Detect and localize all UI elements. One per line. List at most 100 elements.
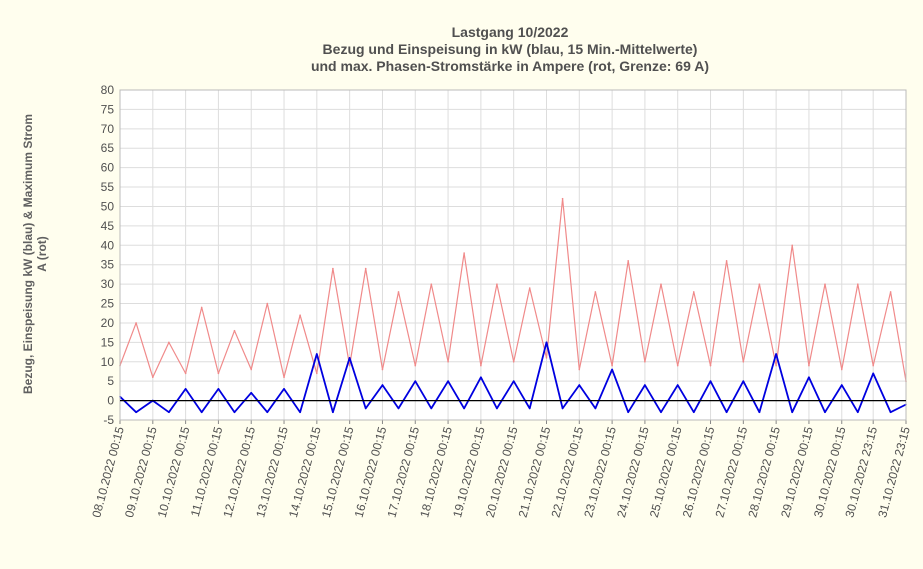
data-point-current bbox=[545, 357, 548, 359]
data-point-power bbox=[824, 411, 826, 414]
data-point-current bbox=[627, 260, 629, 262]
data-point-power bbox=[545, 341, 548, 344]
data-point-power bbox=[217, 388, 220, 390]
data-point-current bbox=[496, 283, 498, 285]
data-point-power bbox=[889, 411, 892, 414]
data-point-current bbox=[283, 376, 285, 379]
data-point-current bbox=[299, 314, 301, 316]
data-point-power bbox=[364, 407, 367, 410]
chart-title-line-2: Bezug und Einspeisung in kW (blau, 15 Mi… bbox=[322, 41, 698, 57]
x-tick-label: 11.10.2022 00:15 bbox=[188, 425, 226, 518]
data-point-current bbox=[364, 267, 367, 270]
y-tick-label: 15 bbox=[101, 335, 115, 349]
data-point-power bbox=[758, 411, 761, 414]
data-point-current bbox=[775, 364, 777, 367]
y-tick-label: 80 bbox=[101, 83, 115, 97]
data-point-current bbox=[200, 306, 203, 309]
data-point-current bbox=[397, 291, 400, 293]
data-point-current bbox=[528, 287, 531, 289]
data-point-power bbox=[775, 353, 777, 355]
data-point-current bbox=[233, 329, 236, 332]
data-point-current bbox=[152, 376, 154, 379]
x-tick-label: 26.10.2022 00:15 bbox=[680, 425, 718, 519]
data-point-current bbox=[872, 364, 874, 367]
x-tick-label: 13.10.2022 00:15 bbox=[253, 425, 291, 519]
data-point-current bbox=[889, 291, 892, 293]
data-point-current bbox=[594, 291, 597, 293]
data-point-current bbox=[840, 368, 843, 371]
y-tick-label: 55 bbox=[101, 180, 115, 194]
data-point-power bbox=[857, 411, 859, 414]
x-tick-label: 31.10.2022 23:15 bbox=[875, 425, 913, 519]
data-point-current bbox=[332, 267, 334, 270]
x-tick-label: 30.10.2022 00:15 bbox=[811, 425, 849, 519]
data-point-power bbox=[594, 407, 597, 410]
data-point-power bbox=[200, 411, 203, 414]
x-tick-label: 25.10.2022 00:15 bbox=[647, 425, 685, 519]
data-point-power bbox=[299, 411, 301, 414]
data-point-power bbox=[414, 380, 417, 382]
data-point-power bbox=[283, 388, 285, 390]
x-tick-label: 18.10.2022 00:15 bbox=[417, 425, 455, 519]
x-tick-label: 08.10.2022 00:15 bbox=[89, 425, 127, 519]
data-point-power bbox=[480, 376, 482, 379]
data-point-power bbox=[447, 380, 449, 382]
chart-title-line-1: Lastgang 10/2022 bbox=[451, 24, 569, 40]
plot-area-background bbox=[120, 90, 906, 420]
x-tick-label: 23.10.2022 00:15 bbox=[581, 425, 619, 519]
data-point-power bbox=[808, 376, 810, 379]
data-point-current bbox=[463, 252, 465, 254]
data-point-power bbox=[250, 392, 253, 394]
x-tick-label: 29.10.2022 00:15 bbox=[778, 425, 816, 519]
y-tick-label: 5 bbox=[107, 374, 114, 388]
data-point-power bbox=[332, 411, 334, 414]
data-point-current bbox=[250, 368, 253, 371]
data-point-power bbox=[725, 411, 728, 414]
x-tick-label: 24.10.2022 00:15 bbox=[614, 425, 652, 519]
data-point-power bbox=[397, 407, 400, 410]
x-tick-label: 30.10.2022 23:15 bbox=[842, 425, 880, 519]
data-point-power bbox=[266, 411, 269, 414]
data-point-power bbox=[644, 384, 646, 386]
y-tick-label: 45 bbox=[101, 219, 115, 233]
y-tick-label: 10 bbox=[101, 355, 115, 369]
y-tick-label: 35 bbox=[101, 258, 115, 272]
x-tick-label: 21.10.2022 00:15 bbox=[516, 425, 554, 519]
data-point-current bbox=[217, 372, 220, 375]
y-tick-label: 20 bbox=[101, 316, 115, 330]
x-tick-label: 14.10.2022 00:15 bbox=[286, 425, 324, 519]
data-point-current bbox=[561, 197, 564, 200]
data-point-power bbox=[676, 384, 679, 386]
x-tick-label: 10.10.2022 00:15 bbox=[155, 425, 193, 519]
data-point-power bbox=[709, 380, 712, 382]
data-point-power bbox=[872, 372, 874, 375]
data-point-power bbox=[430, 407, 433, 410]
data-point-power bbox=[381, 384, 384, 386]
x-tick-label: 22.10.2022 00:15 bbox=[548, 425, 586, 519]
y-tick-label: 65 bbox=[101, 141, 115, 155]
data-point-power bbox=[627, 411, 629, 414]
data-point-power bbox=[791, 411, 794, 414]
plot-border bbox=[119, 89, 907, 421]
data-point-current bbox=[725, 260, 728, 262]
x-tick-label: 16.10.2022 00:15 bbox=[352, 425, 390, 519]
data-point-power bbox=[528, 407, 531, 410]
data-point-current bbox=[266, 302, 269, 305]
data-point-current bbox=[676, 364, 679, 367]
series-lines bbox=[119, 197, 907, 414]
y-tick-label: 50 bbox=[101, 199, 115, 213]
data-point-power bbox=[611, 368, 613, 371]
data-point-current bbox=[742, 360, 745, 363]
data-point-current bbox=[414, 364, 417, 367]
data-point-current bbox=[644, 360, 646, 363]
data-point-current bbox=[447, 360, 449, 363]
data-point-current bbox=[430, 283, 433, 285]
data-point-current bbox=[660, 283, 662, 285]
data-point-power bbox=[660, 411, 662, 414]
y-tick-label: 30 bbox=[101, 277, 115, 291]
data-point-power bbox=[233, 411, 236, 414]
data-point-current bbox=[611, 364, 613, 367]
x-tick-label: 15.10.2022 00:15 bbox=[319, 425, 357, 519]
x-tick-label: 12.10.2022 00:15 bbox=[220, 425, 258, 519]
